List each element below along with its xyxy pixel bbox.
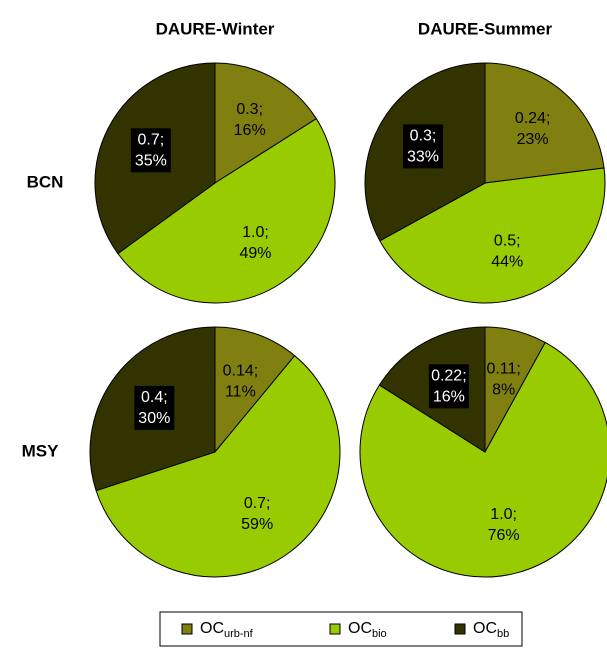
amount-label: 0.11;: [486, 361, 520, 378]
pie-slice: [484, 62, 605, 184]
amount-label: 0.5;: [494, 233, 521, 250]
amount-label: 0.7;: [244, 495, 271, 512]
pie-slice: [359, 341, 607, 578]
legend-text: OC: [473, 620, 497, 637]
label-background: [428, 364, 469, 409]
legend-label: OCurb-nf: [200, 620, 254, 640]
pie-slice: [214, 62, 318, 184]
amount-label: 0.3;: [236, 101, 263, 118]
amount-label: 0.4;: [141, 389, 168, 406]
pie-slice: [379, 167, 606, 304]
amount-label: 0.24;: [515, 110, 551, 127]
value-label: 33%: [407, 149, 439, 166]
legend-swatch: [329, 623, 341, 635]
value-label: 11%: [225, 384, 256, 401]
row-label: BCN: [27, 172, 64, 191]
value-label: 30%: [138, 410, 170, 427]
legend-text: OC: [200, 620, 224, 637]
label-background: [134, 385, 175, 430]
pie-slice: [117, 118, 336, 304]
amount-label: 1.0;: [242, 224, 269, 241]
legend-swatch: [181, 623, 193, 635]
legend-subscript: bio: [372, 628, 387, 640]
value-label: 23%: [517, 131, 549, 148]
column-title: DAURE-Winter: [156, 19, 275, 38]
value-label: 16%: [234, 122, 266, 139]
legend-text: OC: [348, 620, 372, 637]
value-label: 76%: [488, 527, 520, 544]
amount-label: 0.22;: [431, 367, 467, 384]
column-title: DAURE-Summer: [418, 19, 553, 38]
value-label: 59%: [241, 516, 273, 533]
pie-slice: [214, 326, 296, 454]
amount-label: 1.0;: [490, 506, 517, 523]
legend-subscript: urb-nf: [224, 628, 254, 640]
legend-swatch: [454, 623, 466, 635]
amount-label: 0.7;: [138, 132, 165, 149]
row-label: MSY: [22, 441, 60, 460]
value-label: 44%: [491, 254, 523, 271]
value-label: 35%: [135, 153, 167, 170]
value-label: 8%: [492, 382, 515, 399]
legend-subscript: bb: [497, 628, 509, 640]
legend-label: OCbio: [348, 620, 387, 640]
amount-label: 0.14;: [223, 363, 259, 380]
amount-label: 0.3;: [410, 128, 437, 145]
pie-slice: [95, 354, 341, 578]
label-background: [130, 128, 171, 173]
label-background: [403, 124, 444, 169]
legend-label: OCbb: [473, 620, 509, 640]
value-label: 49%: [239, 245, 271, 262]
value-label: 16%: [433, 388, 465, 405]
